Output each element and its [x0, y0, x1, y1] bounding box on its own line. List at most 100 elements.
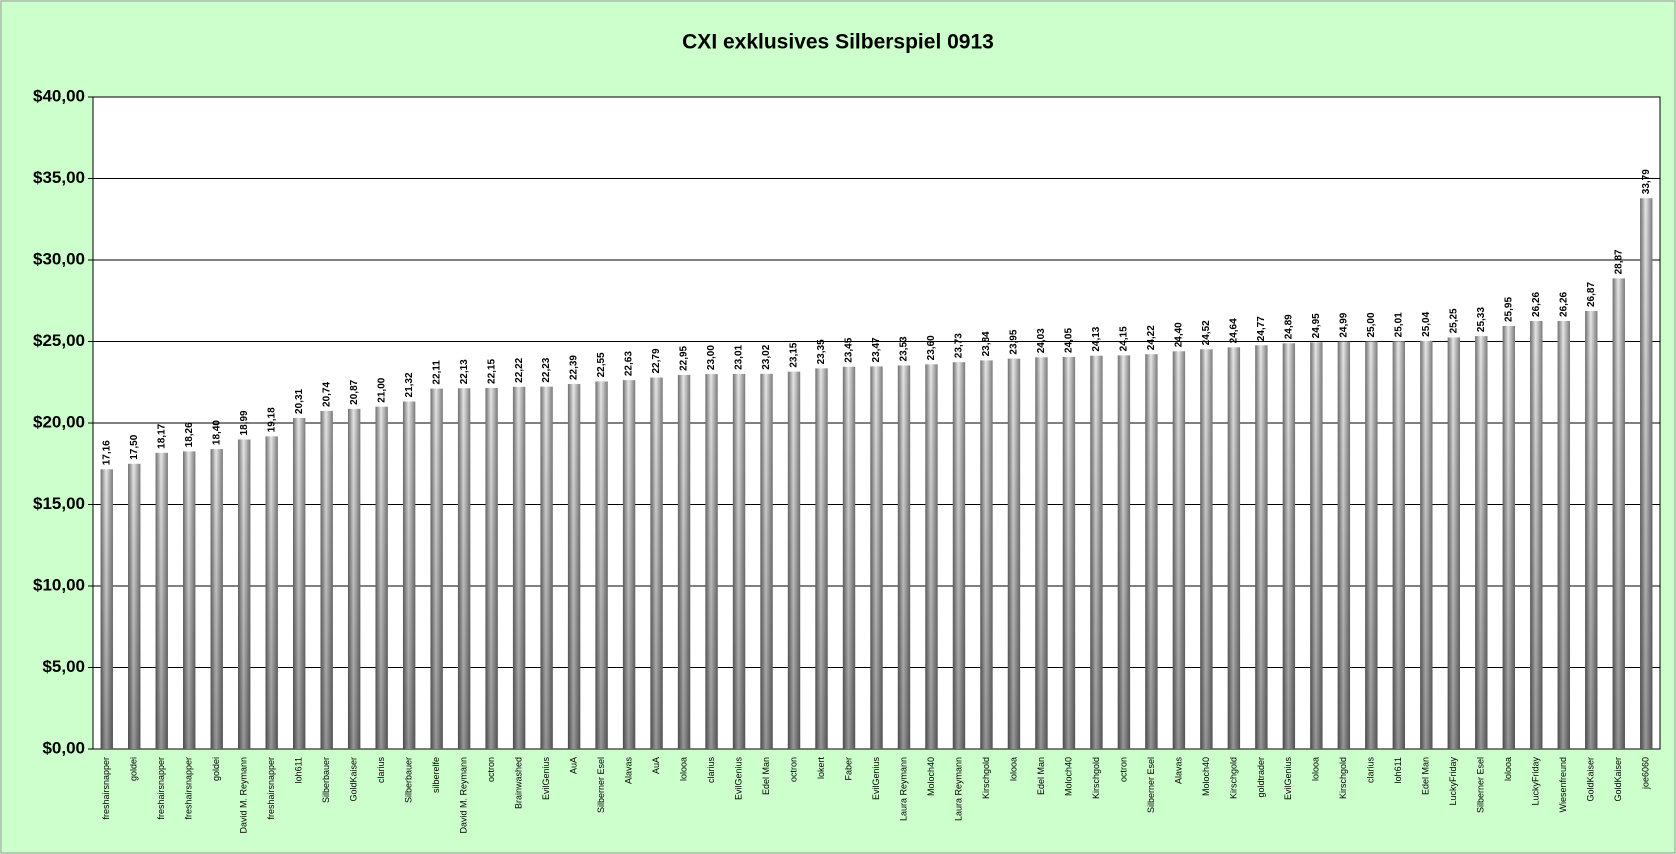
value-label: 18,99	[239, 410, 250, 435]
value-label: 24,15	[1119, 326, 1130, 351]
x-tick-label: Silberbauer	[321, 757, 331, 803]
x-tick-label: EvilGenius	[871, 757, 881, 801]
bar-shade	[567, 384, 581, 749]
y-tick-label: $40,00	[33, 86, 85, 105]
x-tick-label: GoldKaiser	[1613, 757, 1623, 802]
bar-shade	[1475, 336, 1488, 749]
value-label: 24,77	[1256, 316, 1267, 341]
value-label: 22,39	[569, 355, 580, 380]
x-tick-label: Kirschgold	[1091, 757, 1101, 799]
bar-shade	[320, 410, 333, 749]
x-tick-label: Silberner Esel	[1146, 757, 1156, 813]
x-tick-label: Kirschgold	[981, 757, 991, 799]
x-tick-label: EvilGenius	[1283, 757, 1293, 801]
y-tick-label: $0,00	[42, 738, 85, 757]
value-label: 33,79	[1641, 169, 1652, 194]
bar-shade	[1007, 358, 1021, 749]
bar-shade	[1530, 320, 1543, 749]
value-label: 21,32	[404, 372, 415, 397]
x-tick-label: clarius	[1366, 757, 1376, 784]
value-label: 23,02	[761, 344, 772, 369]
x-tick-label: GoldKaiser	[349, 757, 359, 802]
value-label: 23,45	[844, 337, 855, 362]
y-tick-label: $35,00	[33, 168, 85, 187]
bar-shade	[210, 449, 223, 749]
x-tick-label: Kirschgold	[1338, 757, 1348, 799]
value-label: 25,25	[1448, 308, 1459, 333]
bar-shade	[1420, 340, 1433, 749]
x-tick-label: clarius	[376, 757, 386, 784]
x-tick-label: freshairsnapper	[266, 757, 276, 820]
x-tick-label: LuckyFriday	[1448, 757, 1458, 806]
value-label: 24,99	[1338, 312, 1349, 337]
x-tick-label: lolooa	[1008, 757, 1018, 781]
x-tick-label: Moloch40	[926, 757, 936, 796]
x-tick-label: Kirschgold	[1228, 757, 1238, 799]
bar-shade	[1035, 357, 1048, 749]
x-tick-label: LuckyFriday	[1531, 757, 1541, 806]
y-tick-label: $30,00	[33, 249, 85, 268]
x-tick-label: Alavas	[1173, 757, 1183, 785]
bar-shade	[265, 436, 278, 749]
value-label: 18,40	[211, 420, 222, 445]
x-tick-label: loh611	[1393, 757, 1403, 783]
value-label: 21,00	[376, 377, 387, 402]
x-tick-label: clarius	[706, 757, 716, 784]
bar-shade	[650, 377, 663, 749]
x-tick-label: David M. Reymann	[459, 757, 469, 834]
value-label: 23,95	[1009, 329, 1020, 354]
value-label: 24,05	[1064, 328, 1075, 353]
value-label: 20,74	[321, 381, 332, 406]
value-label: 26,87	[1586, 282, 1597, 307]
value-label: 17,16	[101, 440, 112, 465]
bar-shade	[347, 408, 361, 749]
value-label: 23,35	[816, 339, 827, 364]
bar-shade	[1282, 343, 1296, 749]
bar-shade	[897, 365, 911, 749]
bar-shade	[842, 366, 856, 749]
x-tick-label: loh611	[294, 757, 304, 783]
x-tick-label: freshairsnapper	[184, 757, 194, 820]
x-tick-label: lolooa	[1503, 757, 1513, 781]
value-label: 20,31	[294, 388, 305, 413]
value-label: 22,95	[679, 345, 690, 370]
bar-shade	[1337, 341, 1351, 749]
x-tick-label: Moloch40	[1201, 757, 1211, 796]
bar-shade	[1117, 355, 1131, 749]
value-label: 22,63	[624, 351, 635, 376]
value-label: 24,22	[1146, 325, 1157, 350]
x-tick-label: octron	[1118, 757, 1128, 782]
x-tick-label: freshairsnapper	[101, 757, 111, 820]
bar-shade	[1640, 198, 1653, 749]
bar-shade	[485, 387, 498, 749]
x-tick-label: Alavas	[623, 757, 633, 785]
x-tick-label: lolooa	[678, 757, 688, 781]
x-tick-label: Faber	[843, 757, 853, 781]
bar-shade	[155, 452, 168, 749]
bar-shade	[787, 371, 801, 749]
value-label: 25,00	[1366, 312, 1377, 337]
x-tick-label: goldei	[211, 757, 221, 781]
x-tick-label: Laura Reymann	[898, 757, 908, 821]
bar-shade	[430, 388, 443, 749]
bar-shade	[1612, 278, 1625, 749]
value-label: 28,87	[1613, 249, 1624, 274]
value-label: 24,52	[1201, 320, 1212, 345]
x-tick-label: lokert	[816, 757, 826, 780]
x-tick-label: Silberner Esel	[596, 757, 606, 813]
value-label: 23,00	[706, 345, 717, 370]
value-label: 19,18	[266, 407, 277, 432]
x-tick-label: freshairsnapper	[156, 757, 166, 820]
x-tick-label: lolooa	[1311, 757, 1321, 781]
x-tick-label: joe6060	[1641, 757, 1651, 790]
value-label: 23,53	[899, 336, 910, 361]
x-tick-label: Silberbauer	[404, 757, 414, 803]
value-label: 18,17	[156, 423, 167, 448]
value-label: 22,11	[431, 360, 442, 385]
x-tick-label: David M. Reymann	[239, 757, 249, 834]
bar-shade	[705, 374, 718, 749]
value-label: 22,79	[651, 348, 662, 373]
bar-shade	[1502, 326, 1515, 749]
bar-shade	[622, 380, 636, 749]
value-label: 24,13	[1091, 326, 1102, 351]
